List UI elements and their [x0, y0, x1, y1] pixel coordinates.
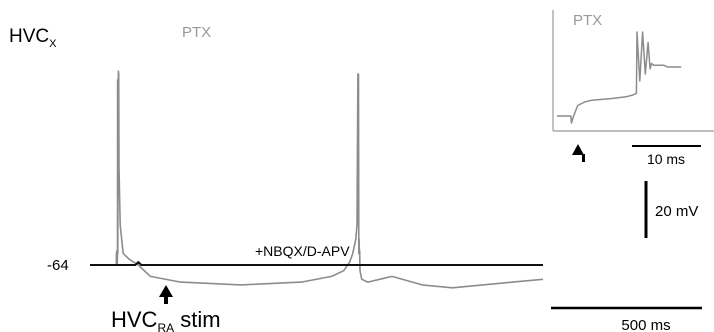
cell-type-label: HVCX: [9, 26, 57, 50]
ptx-series-label: PTX: [182, 24, 211, 41]
inset-time-scale-label: 10 ms: [647, 151, 685, 167]
stim-label: HVCRA stim: [111, 307, 221, 332]
trace-series-1: [90, 70, 544, 289]
time-scale-label: 500 ms: [621, 317, 670, 332]
inset-stim-arrow-stem-icon: [582, 154, 585, 162]
inset-trace-group: [557, 31, 682, 124]
main-trace-group: [90, 70, 544, 289]
stim-arrow-icon: [159, 285, 173, 297]
voltage-scale-label: 20 mV: [655, 203, 698, 220]
inset-trace: [557, 31, 682, 124]
nbqx-series-label: +NBQX/D-APV: [255, 243, 350, 259]
inset-stim-arrow-icon: [572, 144, 584, 155]
resting-potential-label: -64: [47, 257, 69, 274]
stim-arrow-stem-icon: [164, 296, 168, 304]
trace-series-2: [90, 261, 543, 266]
inset-panel: PTX 10 ms: [552, 10, 714, 167]
inset-ptx-label: PTX: [573, 12, 602, 29]
